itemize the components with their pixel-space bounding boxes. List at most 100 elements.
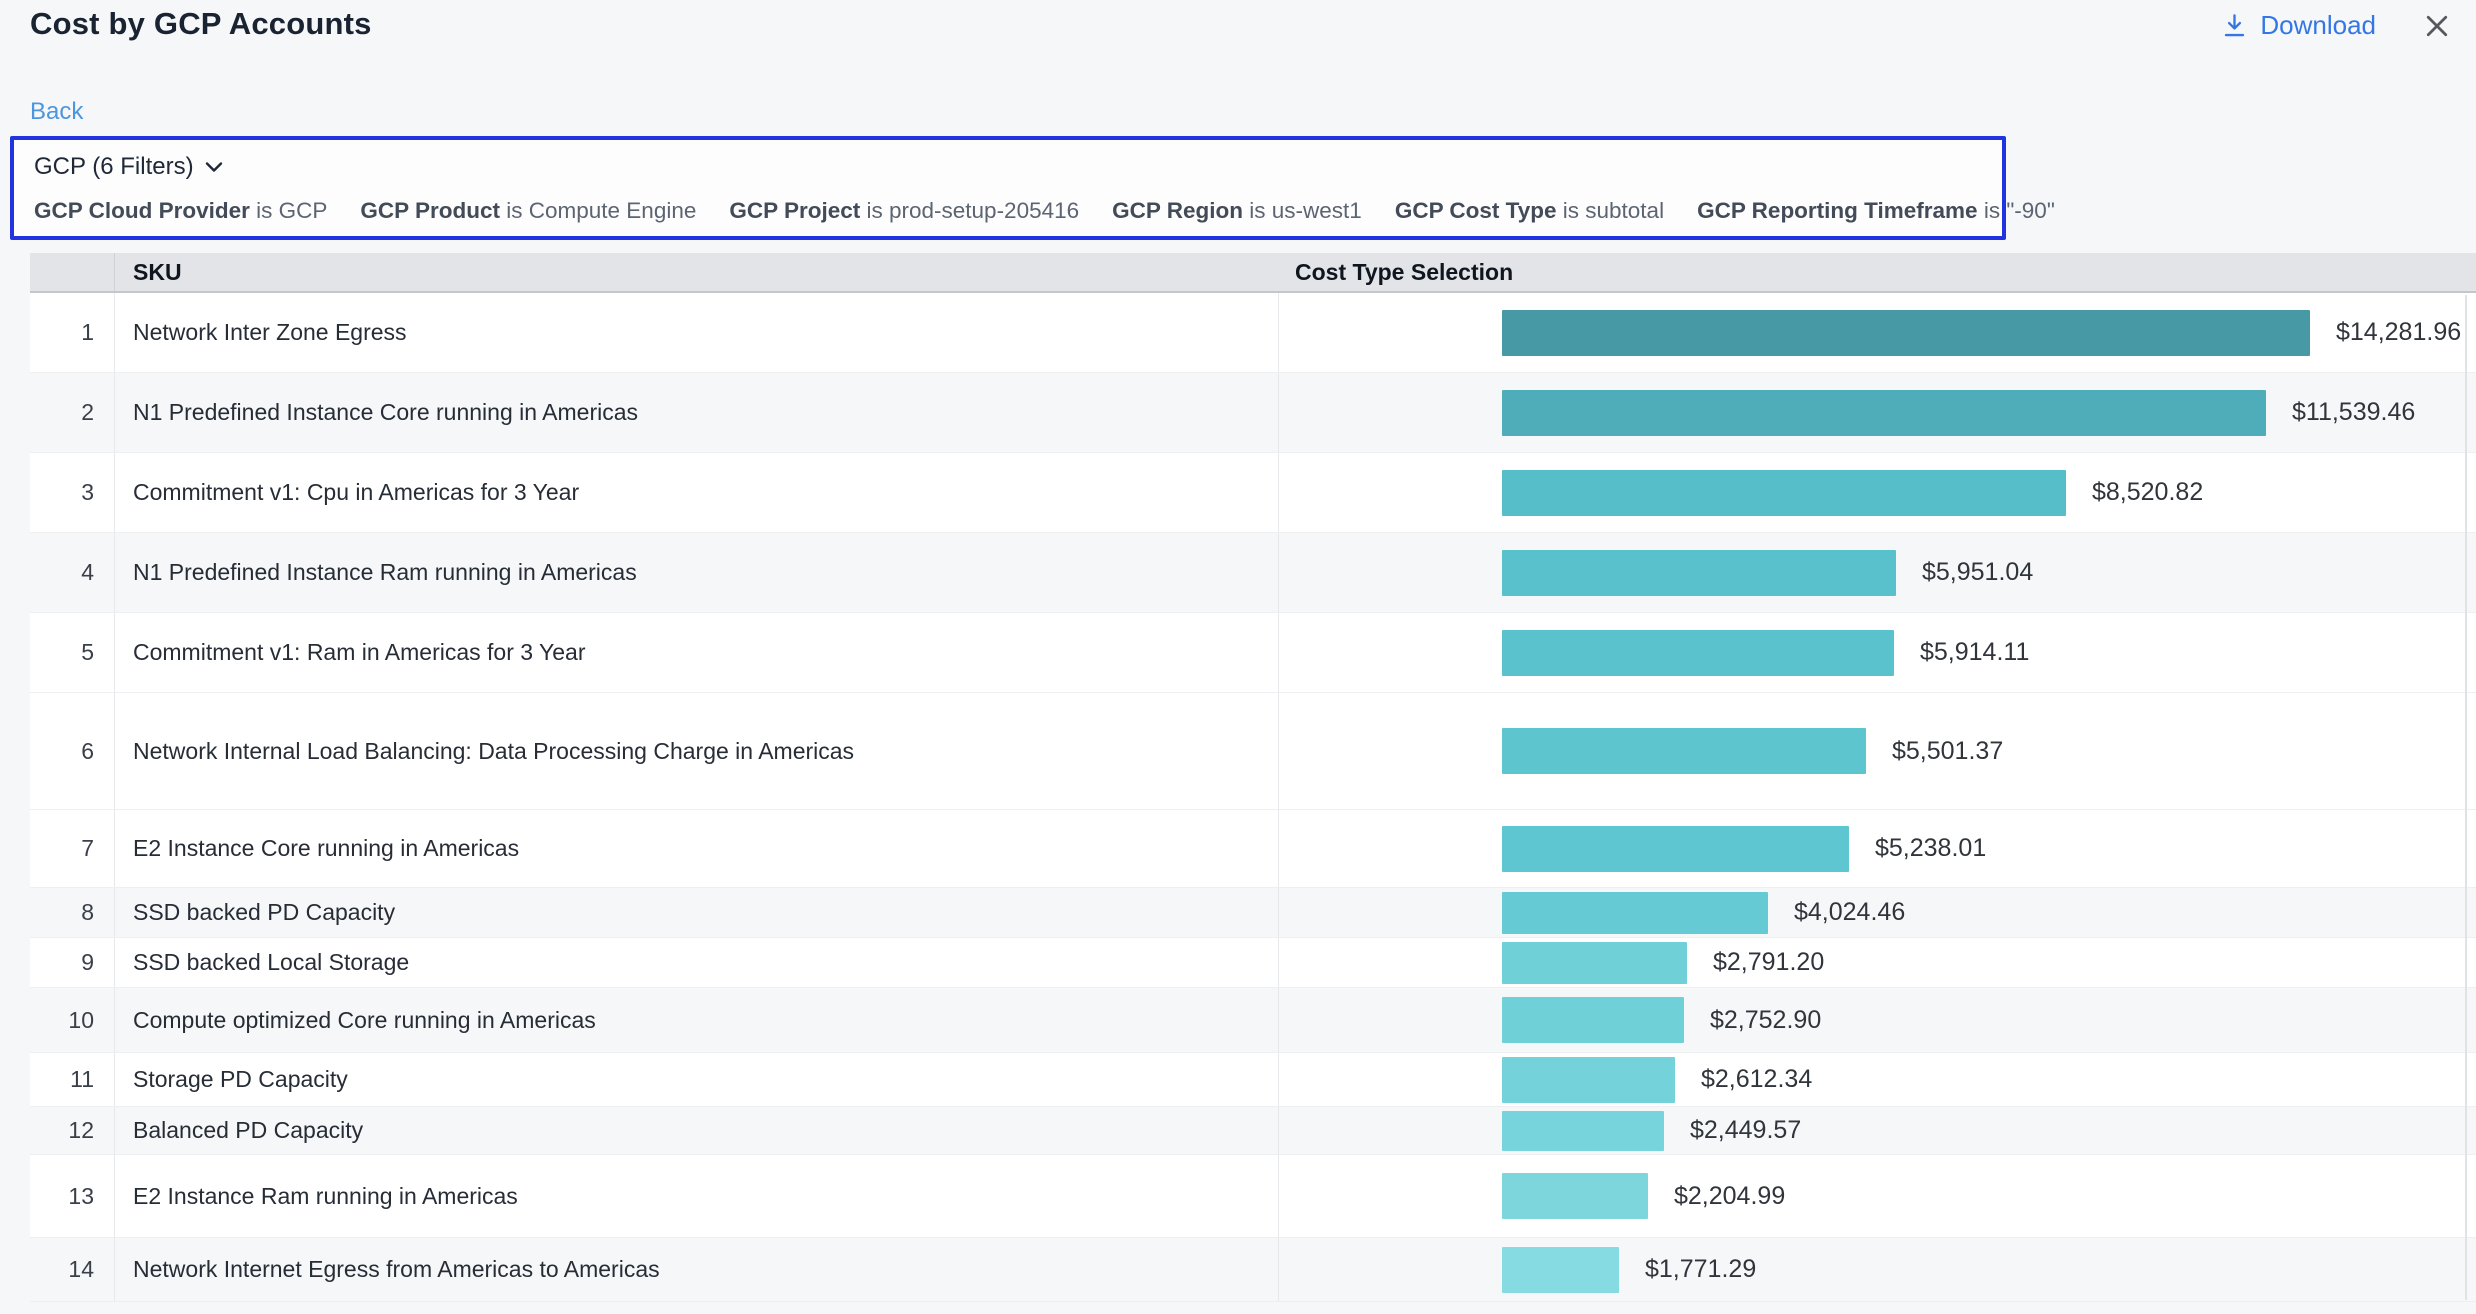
filter-chip-condition: is Compute Engine: [500, 198, 696, 223]
filter-chip[interactable]: GCP Product is Compute Engine: [360, 198, 696, 224]
close-button[interactable]: [2422, 11, 2452, 41]
cost-value: $2,791.20: [1713, 948, 1824, 977]
cost-value: $5,238.01: [1875, 834, 1986, 863]
cost-bar[interactable]: [1502, 310, 2310, 356]
cost-value: $4,024.46: [1794, 898, 1905, 927]
download-label: Download: [2260, 10, 2376, 41]
cost-value: $2,612.34: [1701, 1065, 1812, 1094]
row-number: 3: [30, 453, 115, 532]
cost-bar[interactable]: [1502, 630, 1894, 676]
filter-chip[interactable]: GCP Cost Type is subtotal: [1395, 198, 1664, 224]
table-row: 13E2 Instance Ram running in Americas$2,…: [30, 1155, 2476, 1238]
row-number: 2: [30, 373, 115, 452]
cost-bar[interactable]: [1502, 390, 2266, 436]
filter-chip-field: GCP Cloud Provider: [34, 198, 250, 223]
cost-bar[interactable]: [1502, 1247, 1619, 1293]
filter-chip-condition: is us-west1: [1243, 198, 1362, 223]
download-icon: [2221, 12, 2248, 39]
cost-bar-cell: $2,791.20: [1279, 938, 2476, 987]
cost-value: $5,914.11: [1920, 638, 2029, 667]
row-number: 1: [30, 293, 115, 372]
cost-table: SKU Cost Type Selection 1Network Inter Z…: [30, 253, 2476, 1302]
cost-value: $1,771.29: [1645, 1255, 1756, 1284]
filter-chip-field: GCP Region: [1112, 198, 1243, 223]
back-link[interactable]: Back: [30, 98, 83, 126]
filter-chip[interactable]: GCP Reporting Timeframe is "-90": [1697, 198, 2055, 224]
filter-chip-field: GCP Reporting Timeframe: [1697, 198, 1977, 223]
filter-chip[interactable]: GCP Cloud Provider is GCP: [34, 198, 327, 224]
filter-group-box: GCP (6 Filters) GCP Cloud Provider is GC…: [10, 136, 2006, 240]
cost-bar[interactable]: [1502, 1111, 1664, 1151]
cost-bar[interactable]: [1502, 1173, 1648, 1219]
cost-bar[interactable]: [1502, 550, 1896, 596]
cost-bar[interactable]: [1502, 997, 1684, 1043]
filter-group-toggle[interactable]: GCP (6 Filters): [34, 153, 223, 181]
row-number: 11: [30, 1053, 115, 1106]
filter-summary-label: GCP (6 Filters): [34, 153, 194, 181]
sku-cell: SSD backed PD Capacity: [115, 888, 1279, 937]
sku-cell: N1 Predefined Instance Core running in A…: [115, 373, 1279, 452]
cost-bar-cell: $1,771.29: [1279, 1238, 2476, 1301]
cost-bar-cell: $2,752.90: [1279, 988, 2476, 1052]
cost-bar[interactable]: [1502, 470, 2066, 516]
sku-cell: Network Inter Zone Egress: [115, 293, 1279, 372]
cost-bar[interactable]: [1502, 942, 1687, 984]
chevron-down-icon: [205, 161, 223, 173]
filter-chip-condition: is subtotal: [1557, 198, 1665, 223]
cost-bar[interactable]: [1502, 892, 1768, 934]
sku-cell: Network Internet Egress from Americas to…: [115, 1238, 1279, 1301]
cost-bar[interactable]: [1502, 728, 1866, 774]
row-number: 6: [30, 693, 115, 809]
cost-bar-cell: $5,914.11: [1279, 613, 2476, 692]
sku-cell: N1 Predefined Instance Ram running in Am…: [115, 533, 1279, 612]
cost-report-panel: Cost by GCP Accounts Download Back GCP (…: [0, 0, 2476, 1314]
sku-cell: Balanced PD Capacity: [115, 1107, 1279, 1154]
filter-chip[interactable]: GCP Project is prod-setup-205416: [729, 198, 1079, 224]
row-number: 14: [30, 1238, 115, 1301]
table-row: 2N1 Predefined Instance Core running in …: [30, 373, 2476, 453]
cost-bar-cell: $2,612.34: [1279, 1053, 2476, 1106]
filter-chip-field: GCP Project: [729, 198, 860, 223]
table-row: 11Storage PD Capacity$2,612.34: [30, 1053, 2476, 1107]
cost-value: $8,520.82: [2092, 478, 2203, 507]
table-body: 1Network Inter Zone Egress$14,281.962N1 …: [30, 293, 2476, 1302]
table-row: 12Balanced PD Capacity$2,449.57: [30, 1107, 2476, 1155]
cost-bar-cell: $11,539.46: [1279, 373, 2476, 452]
table-row: 8SSD backed PD Capacity $4,024.46: [30, 888, 2476, 938]
cost-bar[interactable]: [1502, 826, 1849, 872]
row-number: 8: [30, 888, 115, 937]
filter-chip[interactable]: GCP Region is us-west1: [1112, 198, 1362, 224]
cost-value: $5,951.04: [1922, 558, 2033, 587]
top-actions: Download: [2221, 10, 2452, 41]
table-row: 14Network Internet Egress from Americas …: [30, 1238, 2476, 1302]
cost-bar-cell: $14,281.96: [1279, 293, 2476, 372]
scrollbar-track[interactable]: [2465, 295, 2467, 1300]
table-row: 9SSD backed Local Storage$2,791.20: [30, 938, 2476, 988]
table-row: 7E2 Instance Core running in Americas $5,…: [30, 810, 2476, 888]
download-button[interactable]: Download: [2221, 10, 2376, 41]
table-header-row: SKU Cost Type Selection: [30, 253, 2476, 293]
cost-bar-cell: $5,238.01: [1279, 810, 2476, 887]
cost-value: $2,752.90: [1710, 1006, 1821, 1035]
cost-bar-cell: $2,204.99: [1279, 1155, 2476, 1237]
cost-value: $14,281.96: [2336, 318, 2461, 347]
cost-value: $11,539.46: [2292, 398, 2415, 427]
close-icon: [2422, 11, 2452, 41]
row-number: 5: [30, 613, 115, 692]
filter-chip-condition: is "-90": [1978, 198, 2055, 223]
sku-cell: Commitment v1: Ram in Americas for 3 Yea…: [115, 613, 1279, 692]
cost-bar[interactable]: [1502, 1057, 1675, 1103]
row-number: 13: [30, 1155, 115, 1237]
cost-value: $2,204.99: [1674, 1182, 1785, 1211]
page-title: Cost by GCP Accounts: [30, 6, 372, 42]
filter-chip-condition: is GCP: [250, 198, 328, 223]
cost-value: $2,449.57: [1690, 1116, 1801, 1145]
table-row: 6Network Internal Load Balancing: Data P…: [30, 693, 2476, 810]
sku-cell: Compute optimized Core running in Americ…: [115, 988, 1279, 1052]
column-header-cost-type: Cost Type Selection: [1279, 259, 2476, 286]
table-row: 4N1 Predefined Instance Ram running in A…: [30, 533, 2476, 613]
row-number: 7: [30, 810, 115, 887]
sku-cell: E2 Instance Core running in Americas: [115, 810, 1279, 887]
cost-value: $5,501.37: [1892, 737, 2003, 766]
row-number: 4: [30, 533, 115, 612]
